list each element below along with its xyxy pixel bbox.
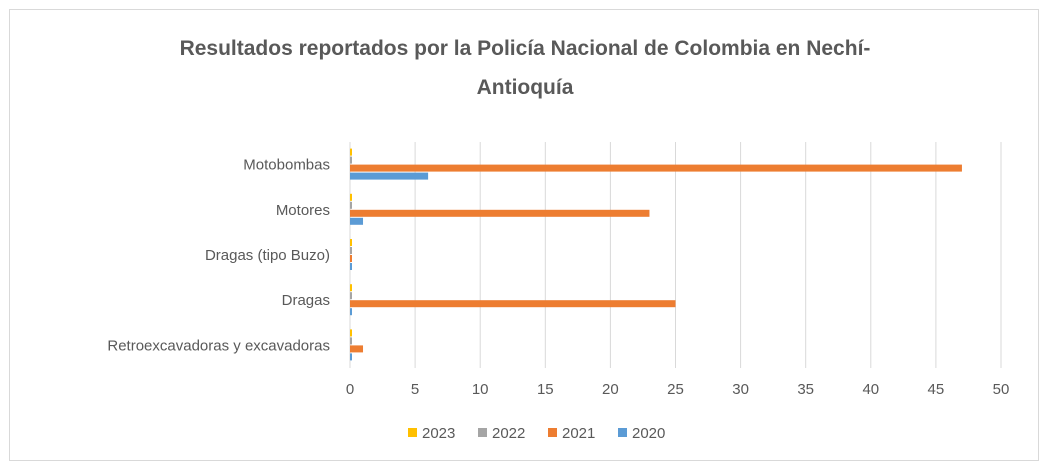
bar-2020 <box>350 353 352 361</box>
bar-2020 <box>350 263 352 270</box>
legend-swatch <box>408 428 417 437</box>
legend-swatch <box>618 428 627 437</box>
x-tick-label: 15 <box>537 381 554 398</box>
legend-label: 2021 <box>562 425 595 442</box>
bar-2021 <box>350 300 676 308</box>
legend-label: 2020 <box>632 425 665 442</box>
chart-title-line-1: Resultados reportados por la Policía Nac… <box>180 37 871 60</box>
x-axis-ticks: 0 5 10 15 20 25 30 35 40 45 50 <box>346 381 1010 398</box>
x-tick-label: 0 <box>346 381 354 398</box>
category-label: Dragas <box>282 292 330 309</box>
bar-2023 <box>350 329 352 337</box>
bar-2023 <box>350 148 352 156</box>
x-tick-label: 5 <box>411 381 419 398</box>
gridlines <box>349 142 1002 368</box>
x-tick-label: 30 <box>732 381 749 398</box>
bar-2022 <box>350 201 352 209</box>
x-tick-label: 40 <box>862 381 879 398</box>
bar-2020 <box>350 308 352 316</box>
x-tick-label: 20 <box>602 381 619 398</box>
x-tick-label: 10 <box>472 381 489 398</box>
bar-2022 <box>350 337 352 345</box>
category-label: Motobombas <box>243 157 330 174</box>
bars <box>350 148 962 361</box>
bar-2021 <box>350 164 962 172</box>
bar-2021 <box>350 209 650 217</box>
legend-label: 2022 <box>492 425 525 442</box>
x-tick-label: 50 <box>993 381 1010 398</box>
bar-2021 <box>350 255 352 262</box>
legend: 2023 2022 2021 2020 <box>408 425 665 442</box>
bar-2022 <box>350 156 352 164</box>
bar-2022 <box>350 292 352 300</box>
x-tick-label: 35 <box>797 381 814 398</box>
x-tick-label: 45 <box>928 381 945 398</box>
bar-2023 <box>350 284 352 292</box>
legend-label: 2023 <box>422 425 455 442</box>
bar-2020 <box>350 217 364 225</box>
x-tick-label: 25 <box>667 381 684 398</box>
category-label: Retroexcavadoras y excavadoras <box>107 337 330 354</box>
legend-swatch <box>548 428 557 437</box>
bar-2023 <box>350 193 352 201</box>
category-labels: Motobombas Motores Dragas (tipo Buzo) Draga… <box>107 157 330 355</box>
chart-frame <box>9 9 1039 461</box>
bar-2023 <box>350 239 352 246</box>
bar-2022 <box>350 247 352 254</box>
chart-title-line-2: Antioquía <box>477 76 574 99</box>
bar-2020 <box>350 172 429 180</box>
category-label: Dragas (tipo Buzo) <box>205 247 330 264</box>
bar-2021 <box>350 345 364 353</box>
legend-swatch <box>478 428 487 437</box>
category-label: Motores <box>276 202 330 219</box>
